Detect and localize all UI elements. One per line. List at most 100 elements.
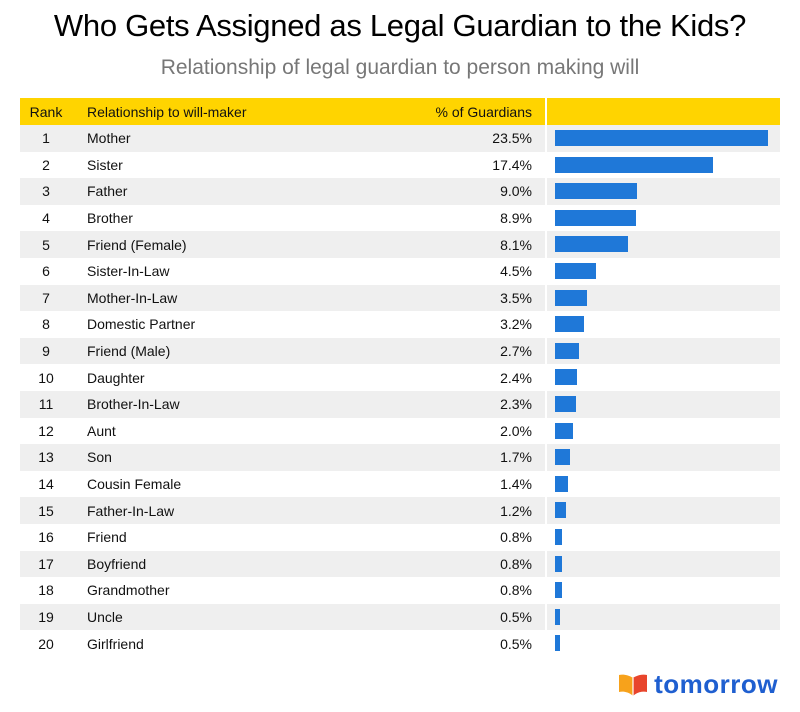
rank-cell: 5	[42, 236, 50, 253]
column-separator	[545, 284, 547, 312]
table-row: 19 Uncle 0.5%	[20, 603, 780, 631]
relationship-cell: Mother	[87, 130, 131, 147]
bar-mark	[555, 183, 637, 200]
column-separator	[545, 337, 547, 365]
percent-cell: 0.8%	[500, 529, 532, 546]
relationship-cell: Friend	[87, 529, 127, 546]
relationship-cell: Boyfriend	[87, 555, 147, 572]
relationship-cell: Grandmother	[87, 582, 170, 599]
percent-cell: 8.9%	[500, 210, 532, 227]
header-rank: Rank	[29, 103, 63, 120]
rank-cell: 3	[42, 183, 50, 200]
bar-cell	[555, 604, 775, 631]
column-separator	[545, 311, 547, 338]
bar-cell	[555, 551, 775, 578]
rank-cell: 1	[42, 130, 50, 147]
bar-cell	[555, 125, 775, 152]
column-separator	[545, 444, 547, 471]
table-body: 1 Mother 23.5% 2 Sister 17.4% 3 Father 9.0% 4 Brot…	[20, 125, 780, 657]
rank-cell: 19	[38, 608, 54, 625]
column-separator	[545, 125, 547, 152]
bar-cell	[555, 258, 775, 285]
table-row: 13 Son 1.7%	[20, 444, 780, 471]
bar-cell	[555, 444, 775, 471]
rank-cell: 17	[38, 555, 54, 572]
bar-cell	[555, 338, 775, 365]
column-separator	[545, 470, 547, 498]
relationship-cell: Sister	[87, 156, 123, 173]
bar-cell	[555, 497, 775, 524]
rank-cell: 14	[38, 476, 54, 493]
table-row: 2 Sister 17.4%	[20, 151, 780, 179]
bar-mark	[555, 582, 563, 599]
guardian-table: Rank Relationship to will-maker % of Gua…	[20, 98, 780, 657]
percent-cell: 9.0%	[500, 183, 532, 200]
column-separator	[545, 364, 547, 391]
open-book-icon	[619, 674, 648, 696]
rank-cell: 11	[38, 396, 54, 413]
percent-cell: 0.5%	[500, 635, 532, 652]
column-separator	[545, 390, 547, 418]
rank-cell: 12	[38, 422, 54, 439]
percent-cell: 0.5%	[500, 608, 532, 625]
bar-mark	[555, 316, 584, 333]
percent-cell: 2.7%	[500, 343, 532, 360]
percent-cell: 0.8%	[500, 555, 532, 572]
bar-cell	[555, 577, 775, 604]
table-row: 15 Father-In-Law 1.2%	[20, 497, 780, 524]
rank-cell: 15	[38, 502, 54, 519]
table-row: 12 Aunt 2.0%	[20, 417, 780, 445]
bar-mark	[555, 289, 587, 306]
relationship-cell: Son	[87, 449, 112, 466]
percent-cell: 23.5%	[492, 130, 532, 147]
table-header: Rank Relationship to will-maker % of Gua…	[20, 98, 780, 125]
relationship-cell: Cousin Female	[87, 476, 182, 493]
column-separator	[545, 417, 547, 445]
bar-cell	[555, 152, 775, 179]
relationship-cell: Father-In-Law	[87, 502, 175, 519]
relationship-cell: Daughter	[87, 369, 145, 386]
table-row: 4 Brother 8.9%	[20, 204, 780, 232]
bar-cell	[555, 364, 775, 391]
percent-cell: 0.8%	[500, 582, 532, 599]
bar-mark	[555, 528, 563, 545]
table-row: 7 Mother-In-Law 3.5%	[20, 284, 780, 312]
rank-cell: 9	[42, 343, 50, 360]
bar-cell	[555, 311, 775, 338]
bar-cell	[555, 630, 775, 657]
percent-cell: 3.2%	[500, 316, 532, 333]
column-separator	[545, 577, 547, 604]
bar-cell	[555, 205, 775, 232]
bar-mark	[555, 475, 568, 492]
rank-cell: 13	[38, 449, 54, 466]
bar-cell	[555, 471, 775, 498]
bar-cell	[555, 524, 775, 551]
relationship-cell: Girlfriend	[87, 635, 144, 652]
table-row: 6 Sister-In-Law 4.5%	[20, 257, 780, 285]
bar-mark	[555, 502, 566, 519]
bar-mark	[555, 156, 713, 173]
bar-cell	[555, 231, 775, 258]
column-separator	[545, 523, 547, 551]
column-separator	[545, 151, 547, 179]
bar-cell	[555, 285, 775, 312]
bar-mark	[555, 608, 560, 625]
relationship-cell: Friend (Female)	[87, 236, 187, 253]
table-row: 8 Domestic Partner 3.2%	[20, 311, 780, 338]
table-row: 20 Girlfriend 0.5%	[20, 630, 780, 657]
relationship-cell: Uncle	[87, 608, 123, 625]
bar-mark	[555, 369, 577, 386]
relationship-cell: Brother-In-Law	[87, 396, 180, 413]
brand-logo: tomorrow	[618, 669, 778, 700]
table-row: 17 Boyfriend 0.8%	[20, 550, 780, 578]
bar-mark	[555, 236, 629, 253]
rank-cell: 10	[38, 369, 54, 386]
percent-cell: 17.4%	[492, 156, 532, 173]
table-row: 1 Mother 23.5%	[20, 125, 780, 152]
percent-cell: 2.0%	[500, 422, 532, 439]
table-row: 14 Cousin Female 1.4%	[20, 470, 780, 498]
column-separator	[545, 603, 547, 631]
relationship-cell: Friend (Male)	[87, 343, 171, 360]
percent-cell: 1.7%	[500, 449, 532, 466]
rank-cell: 18	[38, 582, 54, 599]
